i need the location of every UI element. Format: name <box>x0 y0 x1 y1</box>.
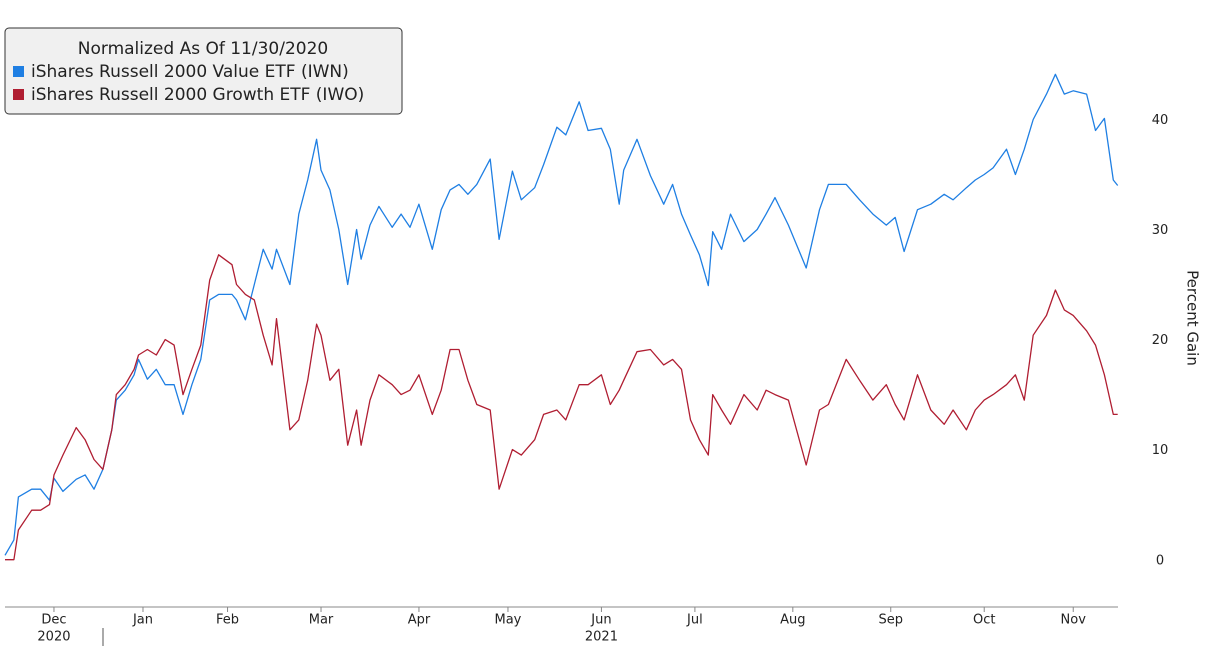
y-tick-label: 30 <box>1152 223 1169 238</box>
x-tick-label: Feb <box>216 613 239 628</box>
legend-label: iShares Russell 2000 Value ETF (IWN) <box>31 62 349 82</box>
legend-label: iShares Russell 2000 Growth ETF (IWO) <box>31 85 364 105</box>
x-tick-label: Jul <box>686 613 703 628</box>
x-tick-label: Dec <box>41 613 66 628</box>
legend-title: Normalized As Of 11/30/2020 <box>78 39 328 59</box>
x-tick-label: Aug <box>780 613 805 628</box>
x-tick-label: Apr <box>408 613 431 628</box>
x-tick-label: Oct <box>973 613 995 628</box>
y-axis-label: Percent Gain <box>1184 270 1202 366</box>
x-tick-label: May <box>495 613 522 628</box>
x-tick-label: Mar <box>309 613 334 628</box>
series-line <box>5 254 1118 561</box>
y-tick-label: 20 <box>1152 333 1169 348</box>
year-label: 2020 <box>37 630 70 645</box>
legend-swatch <box>13 89 24 100</box>
y-tick-label: 10 <box>1152 443 1169 458</box>
y-tick-label: 0 <box>1156 553 1164 568</box>
y-tick-label: 40 <box>1152 113 1169 128</box>
x-tick-label: Sep <box>878 613 903 628</box>
x-tick-label: Jun <box>590 613 611 628</box>
legend: Normalized As Of 11/30/2020 iShares Russ… <box>4 27 403 115</box>
legend-box <box>4 27 403 115</box>
x-tick-label: Nov <box>1061 613 1087 628</box>
x-tick-label: Jan <box>132 613 153 628</box>
series-line <box>4 73 1119 556</box>
year-label: 2021 <box>585 630 618 645</box>
legend-swatch <box>13 66 24 77</box>
